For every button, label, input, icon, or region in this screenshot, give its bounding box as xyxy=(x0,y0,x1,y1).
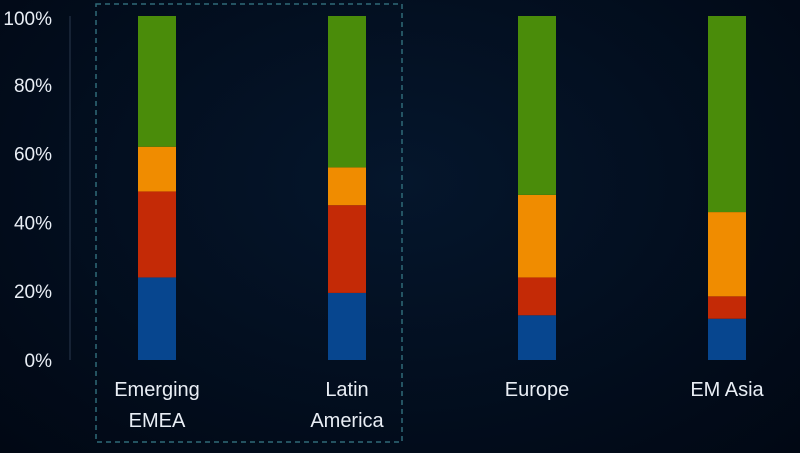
y-tick-label: 0% xyxy=(25,351,53,372)
bar-segment-2 xyxy=(708,296,746,319)
y-tick-label: 40% xyxy=(14,213,52,234)
bar-segment-3 xyxy=(708,212,746,297)
x-category-label: Emerging EMEA xyxy=(114,379,200,432)
bar-segment-3 xyxy=(518,194,556,278)
x-category-label: Latin America xyxy=(310,379,384,432)
y-tick-label: 100% xyxy=(3,9,52,30)
y-tick-label: 20% xyxy=(14,282,52,303)
y-tick-label: 60% xyxy=(14,145,52,166)
bar-segment-1 xyxy=(138,277,176,360)
bar-segment-2 xyxy=(518,277,556,316)
bar-segment-4 xyxy=(328,16,366,168)
y-axis: 0% 20% 40% 60% 80% 100% xyxy=(3,9,71,372)
bar-segment-1 xyxy=(328,292,366,360)
bar-segment-4 xyxy=(708,16,746,213)
bar-segment-4 xyxy=(138,16,176,147)
bar-segment-1 xyxy=(708,318,746,360)
bar-segment-3 xyxy=(138,146,176,192)
y-tick-label: 80% xyxy=(14,76,52,97)
x-axis-labels: Emerging EMEA Latin America Europe EM Asia xyxy=(114,379,764,432)
bar-segment-4 xyxy=(518,16,556,195)
x-category-label: EM Asia xyxy=(690,379,764,401)
bar-segment-2 xyxy=(138,191,176,278)
highlight-group xyxy=(95,3,403,443)
bar-segment-3 xyxy=(328,167,366,206)
x-category-label: Europe xyxy=(505,379,570,401)
highlight-box xyxy=(95,3,403,443)
bars xyxy=(138,16,746,360)
bar-segment-1 xyxy=(518,315,556,360)
bar-segment-2 xyxy=(328,205,366,293)
